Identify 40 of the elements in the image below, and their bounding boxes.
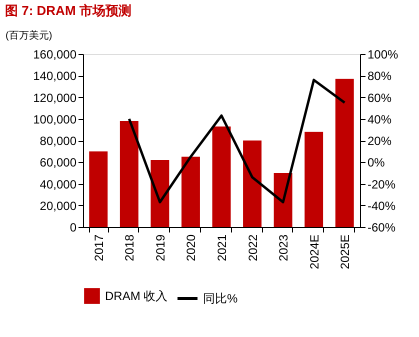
- y2-tick-label: -60%: [368, 220, 396, 234]
- x-tick-label: 2021: [215, 234, 229, 262]
- bar: [335, 78, 354, 227]
- y-tick-label: 160,000: [33, 48, 77, 62]
- y2-tick-label: 0%: [368, 156, 386, 170]
- bar: [150, 160, 170, 227]
- legend-label: DRAM 收入: [105, 289, 168, 303]
- x-tick-label: 2025E: [338, 234, 352, 270]
- y-tick-label: 100,000: [33, 112, 77, 126]
- y2-tick-label: 100%: [368, 48, 399, 62]
- x-tick-label: 2023: [276, 234, 291, 262]
- legend-label: 同比%: [203, 292, 238, 306]
- y-tick-label: 20,000: [40, 198, 77, 213]
- x-tick-label: 2018: [122, 234, 137, 262]
- bar: [89, 151, 108, 227]
- y-tick-label: 0: [70, 220, 77, 234]
- y2-tick-label: -40%: [368, 198, 396, 213]
- y-tick-label: 140,000: [33, 69, 77, 84]
- bar: [243, 140, 262, 227]
- y-tick-label: 60,000: [40, 156, 77, 170]
- x-tick-label: 2019: [153, 234, 168, 262]
- bar: [181, 156, 200, 227]
- x-tick-label: 2022: [246, 234, 260, 262]
- y2-tick-label: -20%: [368, 177, 396, 192]
- y2-tick-label: 80%: [368, 69, 392, 84]
- y-axis-title: (百万美元): [6, 30, 52, 42]
- y-tick-label: 80,000: [40, 134, 77, 148]
- bar: [212, 126, 231, 227]
- y2-tick-label: 20%: [368, 134, 392, 148]
- y-tick-label: 120,000: [33, 90, 77, 105]
- y2-tick-label: 60%: [368, 90, 392, 105]
- bar: [120, 121, 138, 227]
- x-tick-label: 2020: [184, 234, 198, 262]
- y-tick-label: 40,000: [40, 177, 77, 192]
- chart-title: 图 7: DRAM 市场预测: [5, 3, 132, 18]
- x-tick-label: 2024E: [307, 234, 322, 270]
- y2-tick-label: 40%: [368, 112, 392, 126]
- x-tick-label: 2017: [92, 234, 106, 262]
- line-series: [128, 78, 346, 204]
- bar: [304, 132, 324, 227]
